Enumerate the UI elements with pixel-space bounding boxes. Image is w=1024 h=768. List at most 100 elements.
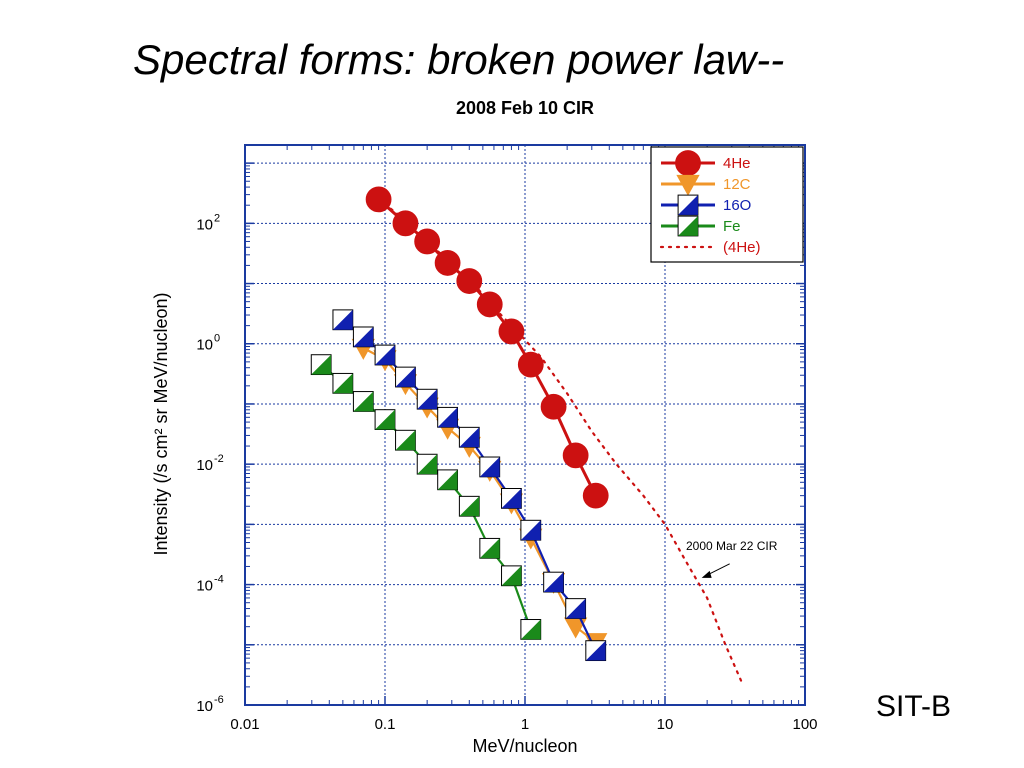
annotation-arrowhead [701, 570, 712, 578]
marker-fill [437, 469, 458, 490]
data-point [676, 174, 700, 196]
marker-fill [479, 457, 500, 477]
legend-entry: Fe [661, 215, 741, 237]
legend: 4He 12C 16O Fe (4He) [650, 146, 804, 263]
marker-fill [417, 454, 438, 475]
data-point [677, 215, 699, 237]
plot-frame [244, 144, 806, 706]
data-point [677, 194, 699, 216]
data-point [585, 640, 607, 662]
x-tick-label: 0.01 [230, 716, 259, 733]
y-tick-label: 10 [196, 457, 213, 474]
marker-fill [375, 409, 395, 430]
data-point [374, 344, 396, 366]
series-fe [310, 354, 542, 640]
legend-label: 16O [723, 197, 751, 214]
y-axis-label: Intensity (/s cm² sr MeV/nucleon) [151, 292, 171, 555]
y-tick-exponent: -6 [214, 694, 224, 706]
y-tick-exponent: 0 [214, 333, 220, 345]
y-tick-label: 10 [196, 578, 213, 595]
data-point [365, 186, 392, 213]
marker-fill [678, 216, 698, 236]
marker-fill [565, 598, 586, 619]
y-tick-exponent: -2 [214, 453, 224, 465]
marker-fill [395, 367, 416, 387]
data-point [434, 250, 461, 276]
marker-fill [353, 326, 374, 347]
marker-fill [585, 640, 606, 661]
data-point [437, 406, 459, 428]
marker-fill [417, 389, 438, 410]
y-tick-label: 10 [196, 337, 213, 354]
instrument-label: SIT-B [876, 690, 952, 723]
data-point [562, 442, 589, 469]
data-point [540, 393, 567, 420]
data-point [501, 565, 522, 587]
marker-fill [375, 345, 395, 365]
marker-fill [520, 619, 541, 640]
data-point [374, 409, 396, 430]
x-axis-label: MeV/nucleon [472, 736, 577, 756]
legend-entry: 4He [661, 150, 751, 176]
data-point [543, 571, 564, 593]
y-tick-exponent: -4 [214, 574, 224, 586]
data-point [520, 619, 542, 640]
data-point [456, 268, 483, 294]
data-point [458, 495, 480, 517]
data-point [501, 488, 522, 509]
data-point [520, 519, 542, 541]
marker-fill [311, 354, 332, 375]
data-point [437, 469, 459, 491]
series-16o [332, 309, 607, 662]
legend-entry: (4He) [659, 239, 761, 256]
data-point [392, 210, 419, 237]
data-point [479, 537, 501, 559]
legend-label: (4He) [723, 239, 761, 256]
data-point [332, 309, 354, 331]
x-tick-label: 10 [657, 716, 674, 733]
legend-label: 4He [723, 155, 751, 172]
marker-fill [459, 427, 480, 448]
x-tick-label: 100 [792, 716, 817, 733]
data-point [479, 456, 501, 478]
data-point [395, 429, 416, 451]
marker-fill [543, 572, 564, 592]
marker-fill [501, 565, 522, 586]
legend-entry: 12C [661, 174, 751, 196]
data-point [563, 617, 588, 639]
data-point [416, 453, 438, 475]
marker-fill [437, 407, 458, 428]
x-tick-label: 1 [521, 716, 529, 733]
data-point [416, 388, 438, 410]
annotation-text: 2000 Mar 22 CIR [686, 539, 778, 553]
data-point [476, 291, 503, 318]
slide-title: Spectral forms: broken power law-- [133, 36, 785, 83]
series-line [370, 193, 743, 683]
data-point [458, 426, 480, 448]
y-tick-exponent: 2 [214, 212, 220, 224]
y-tick-label: 10 [196, 216, 213, 233]
series-line [377, 198, 598, 497]
legend-label: 12C [723, 176, 751, 193]
marker-fill [332, 373, 353, 394]
marker-fill [501, 488, 522, 509]
series-4he [370, 193, 743, 683]
series-line [362, 347, 597, 644]
data-point [395, 366, 416, 388]
marker-fill [678, 195, 698, 215]
data-series [310, 186, 743, 683]
marker-fill [353, 391, 374, 412]
data-point [352, 391, 374, 412]
data-point [565, 598, 587, 619]
data-point [582, 482, 609, 509]
data-point [332, 372, 354, 394]
marker-fill [459, 496, 480, 517]
legend-label: Fe [723, 218, 741, 235]
legend-entry: 16O [661, 194, 751, 216]
data-point [675, 150, 701, 176]
series-line [342, 318, 597, 652]
data-point [310, 354, 332, 376]
marker-fill [395, 430, 416, 451]
